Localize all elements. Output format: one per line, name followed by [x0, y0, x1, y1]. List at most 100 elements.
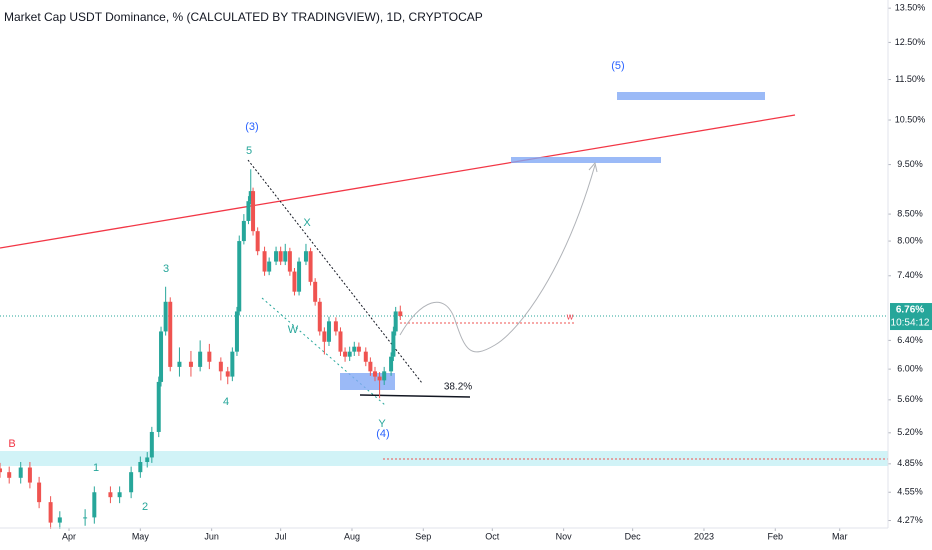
candle-body [393, 311, 398, 332]
candle-body [117, 492, 122, 498]
candle-body [248, 191, 253, 202]
wave-label: 3 [163, 263, 169, 275]
wave-label: X [303, 217, 311, 229]
wave-label: 2 [142, 501, 148, 513]
x-tick-label: Sep [415, 531, 431, 541]
y-tick-label: 6.00% [897, 363, 923, 373]
candle-body [145, 457, 150, 462]
wave-label: (5) [611, 60, 624, 72]
chart-title: Market Cap USDT Dominance, % (CALCULATED… [4, 10, 483, 24]
candle-body [234, 311, 239, 352]
candle-body [352, 346, 357, 352]
wave-label: 4 [223, 396, 229, 408]
candle-body [92, 492, 97, 518]
candle-body [225, 371, 230, 377]
candle-body [237, 241, 242, 312]
candle-body [326, 321, 331, 342]
y-tick-label: 4.55% [897, 487, 923, 497]
candle-body [377, 376, 382, 381]
x-tick-label: Mar [832, 531, 848, 541]
candle-body [255, 231, 260, 252]
candle-body [129, 472, 134, 493]
y-tick-label: 4.85% [897, 458, 923, 468]
x-tick-label: 2023 [694, 531, 714, 541]
dotted-trend-line [247, 159, 423, 384]
candle-body [108, 492, 113, 498]
candle-body [188, 361, 193, 367]
y-tick-label: 11.50% [895, 74, 925, 84]
candle-body [262, 251, 267, 272]
candle-body [372, 371, 377, 377]
candle-body [391, 331, 396, 357]
candle-body [274, 251, 279, 262]
wave-label: Y [378, 418, 386, 430]
candle-body [368, 361, 373, 372]
candle-body [287, 251, 292, 272]
candle-body [198, 351, 203, 367]
candle-body [207, 351, 212, 362]
candle-body [230, 351, 235, 377]
projection-path [399, 164, 596, 353]
candle-body [343, 351, 348, 357]
candle-body [241, 220, 246, 242]
candle-body [149, 431, 154, 458]
x-tick-label: May [132, 531, 150, 541]
candle-body [7, 472, 12, 478]
candle-body [57, 517, 62, 523]
target-box [511, 157, 661, 163]
candle-body [48, 502, 53, 523]
wave-label: W [288, 324, 299, 336]
candle-body [37, 482, 42, 503]
x-tick-label: Feb [768, 531, 784, 541]
x-tick-label: Dec [625, 531, 642, 541]
y-tick-label: 13.50% [895, 3, 926, 13]
countdown-label: 10:54:12 [891, 318, 930, 329]
candle-body [156, 381, 161, 432]
wave-label: (3) [245, 121, 258, 133]
y-tick-label: 12.50% [895, 37, 926, 47]
candle-body [297, 261, 302, 292]
x-tick-label: Apr [62, 531, 76, 541]
x-tick-label: Nov [556, 531, 573, 541]
x-tick-label: Jul [275, 531, 287, 541]
candle-body [283, 251, 288, 262]
candle-body [278, 251, 283, 262]
y-tick-label: 8.50% [897, 208, 923, 218]
price-tag-box [890, 303, 932, 331]
y-tick-label: 7.40% [897, 270, 923, 280]
candle-body [83, 517, 88, 519]
trend-line [0, 114, 796, 249]
fib-line [359, 394, 471, 398]
candle-body [303, 251, 308, 262]
y-tick-label: 4.27% [897, 515, 923, 525]
price-tag: 6.76% 10:54:12 [890, 303, 932, 331]
x-tick-label: Jun [204, 531, 219, 541]
y-tick-label: 6.40% [897, 335, 923, 345]
candle-body [308, 251, 313, 282]
candle-body [322, 331, 327, 342]
x-tick-label: Aug [344, 531, 360, 541]
candle-body [159, 331, 164, 382]
y-tick-label: 5.60% [897, 394, 923, 404]
candle-body [317, 301, 322, 332]
candle-body [246, 201, 251, 221]
candle-body [333, 321, 338, 332]
target-box [617, 92, 765, 100]
candle-body [168, 301, 173, 367]
candle-body [313, 281, 318, 302]
candle-body [0, 468, 2, 473]
wave-label: (4) [376, 428, 389, 440]
candle-body [389, 356, 394, 372]
wave-label: 1 [93, 462, 99, 474]
candle-body [251, 191, 256, 232]
projection-arrowhead [588, 161, 598, 173]
candle-body [177, 361, 182, 367]
candle-body [398, 311, 403, 317]
candle-body [382, 371, 387, 381]
wave-label: B [8, 438, 15, 450]
candle-body [347, 351, 352, 357]
candle-body [292, 271, 297, 292]
candle-body [218, 361, 223, 372]
fib-label: 38.2% [444, 382, 472, 393]
